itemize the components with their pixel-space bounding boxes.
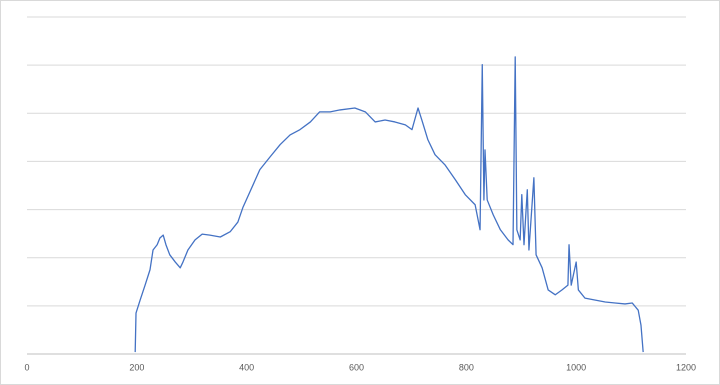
x-tick-label: 600: [349, 362, 364, 372]
x-tick-label: 1000: [566, 362, 586, 372]
x-tick-label: 400: [239, 362, 254, 372]
x-tick-label: 1200: [676, 362, 696, 372]
x-tick-label: 200: [129, 362, 144, 372]
x-tick-label: 0: [24, 362, 29, 372]
data-line: [134, 56, 644, 353]
x-tick-label: 800: [459, 362, 474, 372]
